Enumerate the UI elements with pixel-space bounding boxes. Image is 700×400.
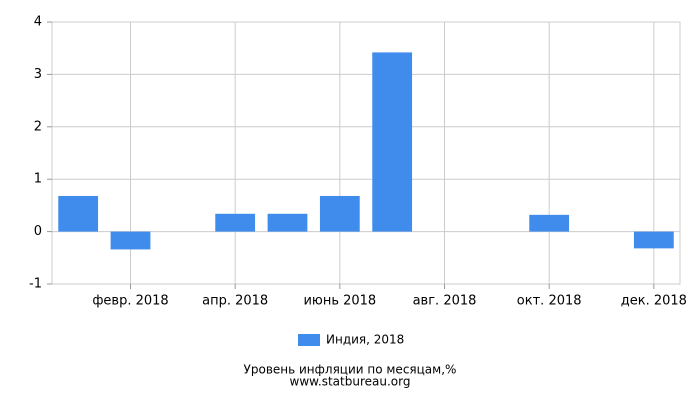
y-tick-label: 0 bbox=[34, 224, 42, 239]
y-tick-label: 1 bbox=[34, 172, 42, 187]
y-tick-label: 3 bbox=[34, 67, 42, 82]
x-tick-label: апр. 2018 bbox=[202, 294, 268, 309]
x-tick-label: дек. 2018 bbox=[621, 294, 687, 309]
bar bbox=[633, 231, 674, 249]
y-tick-label: 2 bbox=[34, 119, 42, 134]
chart-title: Уровень инфляции по месяцам,% bbox=[244, 363, 457, 377]
bar bbox=[110, 231, 151, 250]
y-tick-label: -1 bbox=[29, 277, 42, 292]
bar bbox=[215, 213, 256, 232]
bar bbox=[267, 213, 308, 232]
legend-label: Индия, 2018 bbox=[326, 333, 404, 347]
bar bbox=[529, 214, 570, 232]
x-tick-label: июнь 2018 bbox=[303, 294, 376, 309]
bar bbox=[372, 52, 413, 232]
source: www.statbureau.org bbox=[290, 375, 411, 389]
x-tick-label: авг. 2018 bbox=[413, 294, 477, 309]
x-tick-label: окт. 2018 bbox=[517, 294, 582, 309]
x-tick-label: февр. 2018 bbox=[92, 294, 168, 309]
bar bbox=[319, 195, 360, 232]
y-tick-label: 4 bbox=[34, 15, 42, 30]
bar bbox=[58, 195, 99, 232]
legend-swatch bbox=[298, 334, 320, 346]
